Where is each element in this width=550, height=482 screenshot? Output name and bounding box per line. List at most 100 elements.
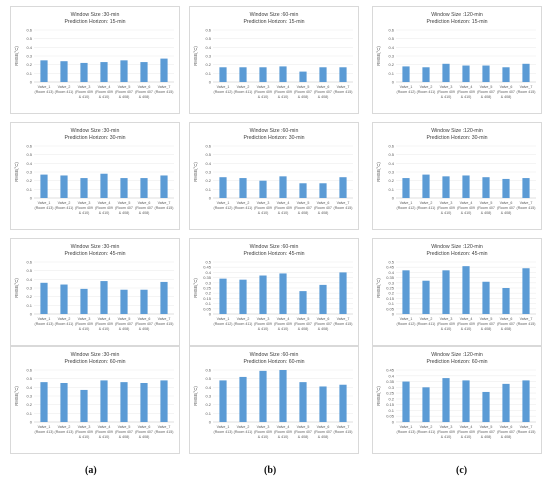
y-tick-label: 0.2 bbox=[388, 178, 394, 183]
x-tick-label: Valve_4 bbox=[277, 85, 290, 89]
bar bbox=[140, 178, 148, 198]
bar bbox=[522, 268, 530, 314]
x-tick-label: (Room 407 bbox=[135, 322, 153, 326]
x-tick-label: (Room 409 bbox=[75, 90, 93, 94]
bar bbox=[40, 60, 48, 82]
x-tick-label: Valve_3 bbox=[440, 425, 453, 429]
x-tick-label: & 410) bbox=[278, 327, 289, 331]
x-tick-label: Valve_4 bbox=[98, 317, 111, 321]
x-tick-label: Valve_1 bbox=[38, 317, 51, 321]
y-axis-label: RMSE(°C) bbox=[376, 46, 381, 66]
x-tick-label: Valve_7 bbox=[520, 317, 533, 321]
bar bbox=[442, 63, 450, 82]
x-tick-label: Valve_4 bbox=[98, 85, 111, 89]
x-tick-label: (Room 409 bbox=[254, 430, 272, 434]
caption-c: (c) bbox=[456, 465, 468, 476]
bar bbox=[482, 65, 490, 82]
x-tick-label: & 410) bbox=[258, 327, 269, 331]
chart-subtitle: Prediction Horizon: 45-min bbox=[426, 251, 487, 257]
y-axis-label: RMSE(°C) bbox=[376, 278, 381, 298]
bar bbox=[482, 281, 490, 314]
x-tick-label: (Room 407 bbox=[497, 90, 515, 94]
y-tick-label: 0.2 bbox=[205, 291, 211, 296]
x-tick-label: Valve_7 bbox=[520, 425, 533, 429]
x-tick-label: & 410) bbox=[79, 327, 90, 331]
bar bbox=[40, 282, 48, 314]
x-tick-label: (Room 412) bbox=[214, 206, 233, 210]
x-tick-label: Valve_3 bbox=[440, 201, 453, 205]
bar bbox=[259, 275, 267, 314]
x-tick-label: (Room 412) bbox=[397, 206, 416, 210]
x-tick-label: Valve_6 bbox=[500, 317, 513, 321]
chart-subtitle: Prediction Horizon: 45-min bbox=[64, 251, 125, 257]
y-axis-label: RMSE(°C) bbox=[193, 46, 198, 66]
bar bbox=[279, 370, 287, 422]
x-tick-label: Valve_4 bbox=[460, 201, 473, 205]
x-tick-label: & 410) bbox=[258, 95, 269, 99]
x-tick-label: Valve_3 bbox=[440, 317, 453, 321]
x-tick-label: (Room 409 bbox=[274, 430, 292, 434]
bar bbox=[140, 383, 148, 422]
x-tick-label: Valve_3 bbox=[257, 317, 270, 321]
chart-title: Window Size :120-min bbox=[431, 244, 483, 250]
x-tick-label: & 408) bbox=[318, 435, 329, 439]
x-tick-label: (Room 409 bbox=[254, 206, 272, 210]
y-tick-label: 0.3 bbox=[26, 286, 32, 291]
chart-title: Window Size :120-min bbox=[431, 128, 483, 134]
bar bbox=[120, 60, 128, 82]
x-tick-label: & 408) bbox=[298, 435, 309, 439]
bar bbox=[522, 380, 530, 422]
x-tick-label: Valve_1 bbox=[400, 425, 413, 429]
x-tick-label: Valve_7 bbox=[337, 425, 350, 429]
chart-subtitle: Prediction Horizon: 30-min bbox=[64, 135, 125, 141]
x-tick-label: (Room 407 bbox=[477, 430, 495, 434]
bar bbox=[219, 278, 227, 314]
chart-frame bbox=[189, 238, 359, 346]
bar bbox=[259, 180, 267, 198]
chart-frame bbox=[189, 346, 359, 454]
x-tick-label: Valve_5 bbox=[118, 425, 131, 429]
x-tick-label: (Room 411) bbox=[234, 430, 253, 434]
x-tick-label: (Room 415) bbox=[334, 430, 353, 434]
y-tick-label: 0.4 bbox=[26, 161, 32, 166]
x-tick-label: Valve_7 bbox=[520, 85, 533, 89]
bar bbox=[80, 178, 88, 198]
x-tick-label: Valve_4 bbox=[460, 317, 473, 321]
x-tick-label: & 410) bbox=[441, 211, 452, 215]
x-tick-label: & 410) bbox=[99, 95, 110, 99]
x-tick-label: & 410) bbox=[258, 211, 269, 215]
x-tick-label: Valve_7 bbox=[337, 317, 350, 321]
bar bbox=[120, 382, 128, 422]
x-tick-label: Valve_5 bbox=[480, 425, 493, 429]
x-tick-label: (Room 407 bbox=[477, 322, 495, 326]
y-tick-label: 0.05 bbox=[386, 414, 395, 419]
bar bbox=[279, 66, 287, 82]
x-tick-label: & 410) bbox=[441, 95, 452, 99]
x-tick-label: Valve_5 bbox=[480, 201, 493, 205]
y-tick-label: 0 bbox=[209, 80, 212, 85]
bar bbox=[402, 270, 410, 314]
bar bbox=[442, 378, 450, 422]
bar bbox=[40, 382, 48, 422]
y-tick-label: 0.2 bbox=[205, 402, 211, 407]
bar bbox=[239, 178, 247, 198]
x-tick-label: Valve_2 bbox=[420, 85, 433, 89]
x-tick-label: (Room 411) bbox=[234, 90, 253, 94]
y-tick-label: 0.3 bbox=[388, 170, 394, 175]
x-tick-label: (Room 407 bbox=[135, 90, 153, 94]
x-tick-label: Valve_1 bbox=[38, 85, 51, 89]
x-tick-label: (Room 409 bbox=[75, 206, 93, 210]
chart-subtitle: Prediction Horizon: 60-min bbox=[243, 359, 304, 365]
x-tick-label: (Room 415) bbox=[155, 90, 174, 94]
x-tick-label: & 408) bbox=[139, 95, 150, 99]
x-tick-label: Valve_4 bbox=[460, 85, 473, 89]
y-tick-label: 0.1 bbox=[388, 301, 394, 306]
y-tick-label: 0.4 bbox=[205, 270, 211, 275]
y-tick-label: 0.1 bbox=[26, 411, 32, 416]
x-tick-label: (Room 407 bbox=[135, 206, 153, 210]
bar bbox=[120, 178, 128, 198]
y-tick-label: 0.4 bbox=[388, 373, 394, 378]
y-tick-label: 0.3 bbox=[205, 170, 211, 175]
